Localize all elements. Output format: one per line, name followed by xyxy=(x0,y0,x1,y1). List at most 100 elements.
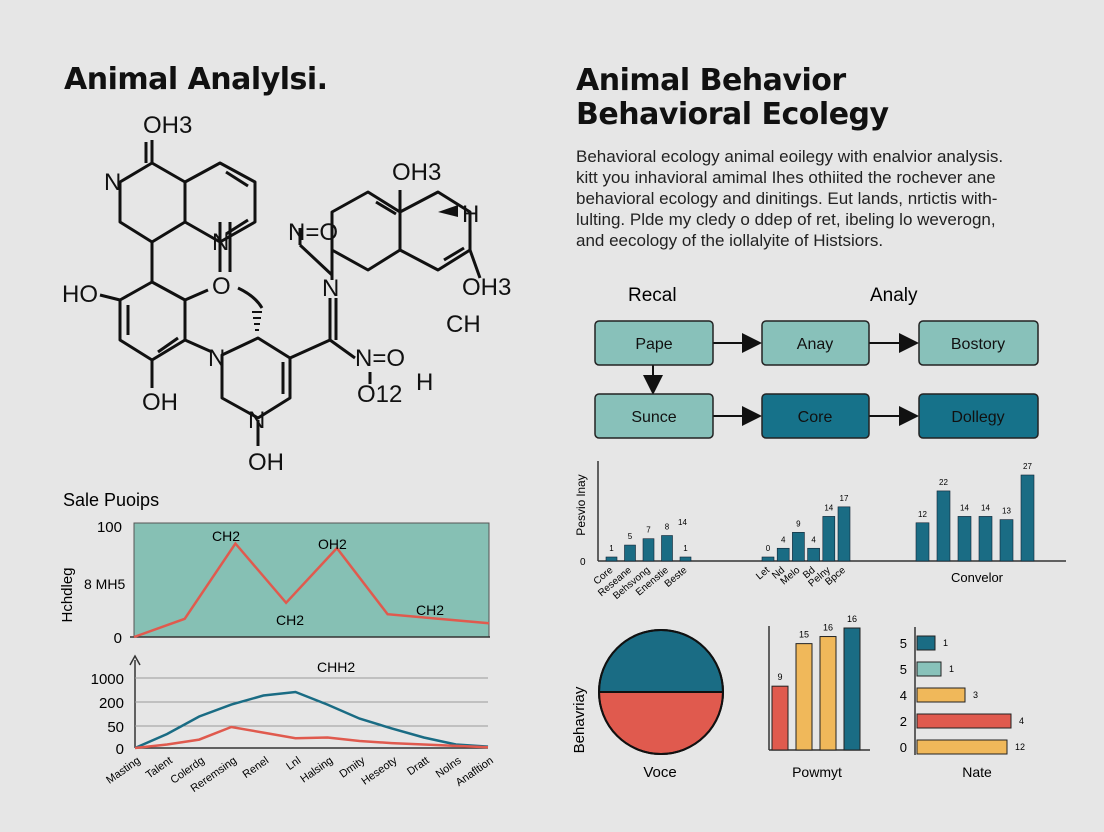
y-tick-label: 50 xyxy=(107,719,124,736)
molecule-label: OH xyxy=(142,389,178,416)
molecule-label: OH3 xyxy=(143,112,192,139)
pie-slice xyxy=(597,691,725,755)
bar xyxy=(642,538,655,562)
paragraph-line: and eecology of the iollalyite of Histsi… xyxy=(576,231,884,250)
molecule-ring xyxy=(118,161,187,244)
line-chart-sale: Sale Puoips Hchdleg 8 MH5 100 0 CH2 OH2 … xyxy=(59,490,490,647)
x-tick-label: Lnl xyxy=(284,755,303,773)
bar xyxy=(916,661,942,677)
flow-box-core xyxy=(761,393,870,439)
molecule-label: O xyxy=(212,273,231,300)
x-tick-label: Renel xyxy=(241,755,271,781)
bar xyxy=(916,739,1008,755)
y-tick-label: 0 xyxy=(114,630,122,647)
bar-value-label: 15 xyxy=(799,630,809,640)
right-title: Animal Behavior Behavioral Ecolegy xyxy=(576,64,889,132)
flow-column-label: Analy xyxy=(870,285,918,306)
bar-chart-behavior: Pesvio lnay 0 14 Convelor 1Core5Reseane7… xyxy=(574,461,1066,602)
x-tick-label: Halsing xyxy=(298,755,335,786)
annotation: CH2 xyxy=(276,612,304,628)
annotation: CHH2 xyxy=(317,659,355,675)
bar-value-label: 13 xyxy=(1002,507,1011,516)
y-tick-label: 4 xyxy=(900,688,907,703)
flow-box-label: Bostory xyxy=(951,336,1005,353)
molecule-label: N xyxy=(208,345,225,372)
molecule-label: OH3 xyxy=(392,159,441,186)
annotation: OH2 xyxy=(318,536,347,552)
bar xyxy=(1020,474,1035,562)
molecule-ring xyxy=(118,280,187,362)
y-axis-arrow xyxy=(129,654,141,666)
y-tick-label: 200 xyxy=(99,695,124,712)
y-tick-label: 5 xyxy=(900,662,907,677)
bar-value-label: 27 xyxy=(1023,462,1032,471)
annotation: CH2 xyxy=(212,528,240,544)
flow-box-sunce xyxy=(594,393,714,439)
bar xyxy=(761,556,775,562)
pie-chart: Behavriay Voce xyxy=(571,629,725,781)
bar xyxy=(807,547,820,562)
molecule-label: CH xyxy=(446,311,481,338)
bar xyxy=(771,685,789,751)
y-axis-label: Pesvio lnay xyxy=(574,474,588,535)
flow-box-dollegy xyxy=(918,393,1039,439)
bar xyxy=(822,516,836,562)
x-axis-label: Nate xyxy=(962,764,992,780)
bar-chart-powmyt: 9 15 16 16 Powmyt xyxy=(768,614,870,780)
x-tick-label: Beste xyxy=(663,565,690,590)
bar xyxy=(624,544,636,562)
bar-value-label: 9 xyxy=(796,519,801,528)
bar-value-label: 7 xyxy=(646,526,651,535)
molecule-label: OH3 xyxy=(462,274,511,301)
molecule-ring xyxy=(330,190,402,272)
x-axis-label: Powmyt xyxy=(792,764,842,780)
flow-box-label: Dollegy xyxy=(951,409,1004,426)
bar-value-label: 4 xyxy=(811,535,816,544)
molecule-label: N xyxy=(104,169,121,196)
bar-value-label: 16 xyxy=(823,623,833,633)
bar xyxy=(776,547,790,562)
hbar-chart-nate: 5 1 5 1 4 3 2 4 0 12 Nate xyxy=(900,627,1025,780)
y-tick-label: 0 xyxy=(900,740,907,755)
bar xyxy=(605,556,618,562)
bar-value-label: 8 xyxy=(665,523,670,532)
bar-value-label: 0 xyxy=(766,544,771,553)
molecule-diagram: OH3 N N N=O OH3 H HO O N N N=O OH3 CH OH… xyxy=(62,112,511,476)
flow-column-label: Recal xyxy=(628,285,677,306)
paragraph-line: lulting. Plde my cledy o ddep of ret, ib… xyxy=(576,210,996,229)
bar xyxy=(999,519,1014,562)
bar-value-label: 14 xyxy=(981,503,990,512)
flow-box-label: Core xyxy=(798,409,833,426)
bar xyxy=(843,627,861,751)
series-line xyxy=(133,541,490,639)
y-inner-label: 8 MH5 xyxy=(84,576,125,592)
right-title-line-1: Animal Behavior xyxy=(576,63,846,98)
flow-box-pape xyxy=(594,320,714,366)
bar-value-label: 4 xyxy=(1019,716,1024,726)
bar-value-label: 14 xyxy=(960,503,969,512)
bar-value-label: 17 xyxy=(840,494,849,503)
y-tick-label: 0 xyxy=(580,557,586,568)
bar-value-label: 22 xyxy=(939,478,948,487)
molecule-ring xyxy=(183,161,257,244)
molecule-label: N=O xyxy=(355,345,405,372)
bar-value-label: 16 xyxy=(847,614,857,624)
bar-value-label: 1 xyxy=(683,544,688,553)
bar-value-label: 1 xyxy=(609,544,614,553)
bar xyxy=(795,643,813,751)
molecule-ring xyxy=(398,190,472,272)
paragraph-line: Behavioral ecology animal eoilegy with e… xyxy=(576,147,1004,166)
molecule-label: OH xyxy=(248,449,284,476)
x-tick-label: Dratt xyxy=(405,755,431,779)
bar xyxy=(978,516,993,562)
bar xyxy=(916,635,936,651)
bar xyxy=(792,532,805,562)
line-chart-trends: 1000 200 50 0 CHH2 Masting TalentColerdgR… xyxy=(91,654,496,795)
molecule-label: N=O xyxy=(288,219,338,246)
flow-box-label: Anay xyxy=(797,336,833,353)
molecule-label: N xyxy=(322,275,339,302)
bar xyxy=(916,713,1012,729)
bar-value-label: 12 xyxy=(1015,742,1025,752)
molecule-label: O12 xyxy=(357,381,402,408)
bar-value-label: 1 xyxy=(949,664,954,674)
